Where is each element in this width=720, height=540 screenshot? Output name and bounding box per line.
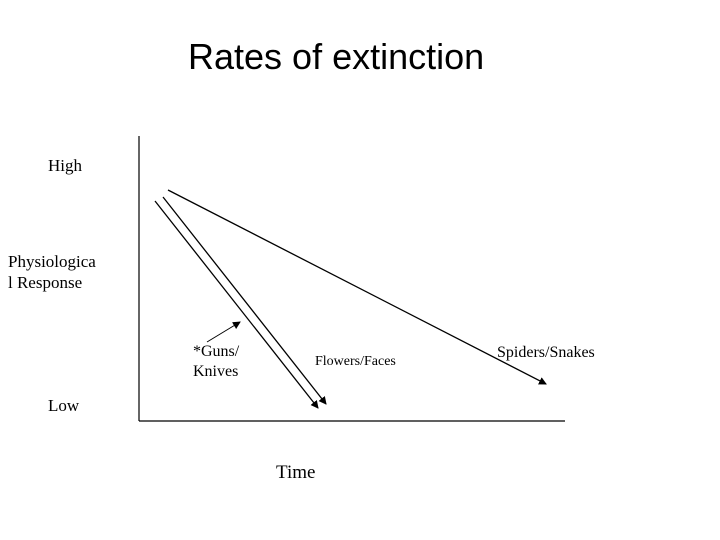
guns-knives-line — [154, 200, 319, 409]
spiders-snakes-line — [167, 189, 547, 385]
x-axis-label: Time — [276, 462, 316, 483]
y-axis-label: Physiologica l Response — [8, 252, 96, 293]
slide-title: Rates of extinction — [188, 36, 485, 77]
spiders-snakes-label: Spiders/Snakes — [497, 344, 595, 361]
guns-knives-label: *Guns/ Knives — [193, 343, 240, 380]
flowers-faces-line — [162, 196, 327, 405]
flowers-faces-label: Flowers/Faces — [315, 354, 396, 369]
y-axis-low-label: Low — [48, 396, 80, 415]
guns-knives-pointer — [206, 321, 241, 343]
y-axis-high-label: High — [48, 156, 82, 175]
